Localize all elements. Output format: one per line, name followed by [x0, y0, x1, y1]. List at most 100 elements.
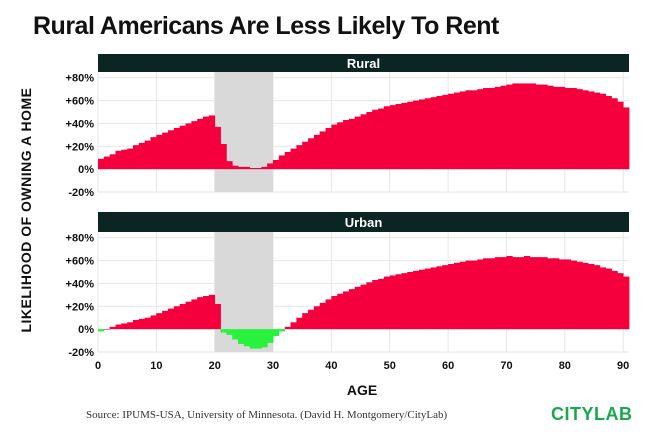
x-tick-label: 70	[500, 360, 512, 372]
bar	[488, 88, 496, 170]
bar	[605, 268, 612, 330]
bar	[127, 148, 134, 170]
bar	[611, 270, 618, 330]
bar	[255, 168, 262, 170]
bar	[547, 85, 554, 170]
bar	[208, 294, 216, 330]
bar	[337, 122, 344, 170]
bar	[523, 83, 531, 170]
bar	[109, 326, 116, 330]
bar	[290, 148, 297, 170]
bar	[593, 92, 601, 170]
y-tick-label: -20%	[68, 347, 94, 359]
y-tick-label: -20%	[68, 187, 94, 199]
bar	[220, 329, 227, 333]
x-tick-label: 90	[617, 360, 629, 372]
bar	[395, 104, 402, 170]
bar	[249, 168, 256, 170]
bar	[372, 280, 379, 330]
bar	[378, 278, 385, 330]
bar	[442, 265, 449, 330]
bar	[366, 282, 373, 330]
bar	[593, 265, 601, 330]
bar	[343, 120, 350, 170]
bar	[488, 258, 496, 330]
bar	[430, 267, 437, 330]
bar	[226, 161, 233, 170]
bar	[623, 276, 630, 330]
bar	[623, 107, 630, 170]
bar	[121, 323, 128, 330]
bar	[208, 115, 216, 170]
bar	[576, 89, 583, 170]
bar	[401, 273, 408, 330]
bar	[448, 264, 455, 330]
bar	[477, 89, 484, 170]
x-tick-label: 30	[267, 360, 279, 372]
bar	[173, 306, 181, 330]
bar	[477, 259, 484, 330]
bar	[442, 94, 449, 170]
bar	[465, 90, 472, 170]
bar	[617, 101, 624, 170]
bar	[436, 96, 443, 170]
y-tick-label: +80%	[66, 233, 95, 245]
bar	[191, 299, 198, 330]
bar	[138, 142, 146, 170]
bar	[558, 86, 566, 170]
bar	[273, 160, 280, 170]
bar	[366, 112, 373, 170]
bar	[570, 88, 577, 170]
x-axis-label: AGE	[346, 382, 378, 398]
bar	[127, 322, 134, 330]
bar	[418, 99, 426, 170]
bar	[506, 84, 513, 170]
bar	[185, 301, 192, 330]
bar	[302, 313, 309, 330]
bar	[173, 128, 181, 170]
bar	[220, 144, 227, 170]
bar	[354, 116, 361, 170]
bar	[500, 257, 507, 330]
bar	[471, 260, 478, 330]
bar	[290, 322, 297, 330]
bar	[278, 329, 286, 332]
bar	[582, 90, 589, 170]
bar	[278, 155, 286, 170]
bar	[150, 137, 157, 170]
bar	[407, 101, 414, 170]
bar	[331, 296, 338, 330]
x-tick-label: 60	[442, 360, 454, 372]
bar	[156, 134, 163, 170]
y-tick-label: +40%	[66, 118, 95, 130]
bar	[179, 125, 186, 170]
bar	[331, 124, 338, 170]
bar	[144, 140, 151, 170]
bar	[144, 317, 151, 330]
bar	[453, 92, 461, 170]
bar	[261, 166, 268, 170]
bar	[214, 304, 221, 330]
bar	[273, 329, 280, 336]
bar	[395, 274, 402, 330]
bar	[383, 106, 391, 170]
y-tick-label: +80%	[66, 73, 95, 85]
bar	[162, 132, 169, 170]
bar	[582, 262, 589, 330]
bar	[465, 260, 472, 330]
bar	[576, 261, 583, 330]
x-tick-label: 20	[209, 360, 221, 372]
bar	[156, 313, 163, 330]
bar	[197, 297, 204, 330]
bar	[360, 114, 367, 170]
bar	[354, 286, 361, 330]
bar	[547, 258, 554, 330]
bar	[325, 128, 332, 170]
bar	[372, 109, 379, 170]
bar	[553, 258, 560, 330]
bar	[558, 259, 566, 330]
bar	[535, 84, 542, 170]
bar	[150, 315, 157, 330]
bar	[138, 318, 146, 330]
x-tick-label: 50	[384, 360, 396, 372]
